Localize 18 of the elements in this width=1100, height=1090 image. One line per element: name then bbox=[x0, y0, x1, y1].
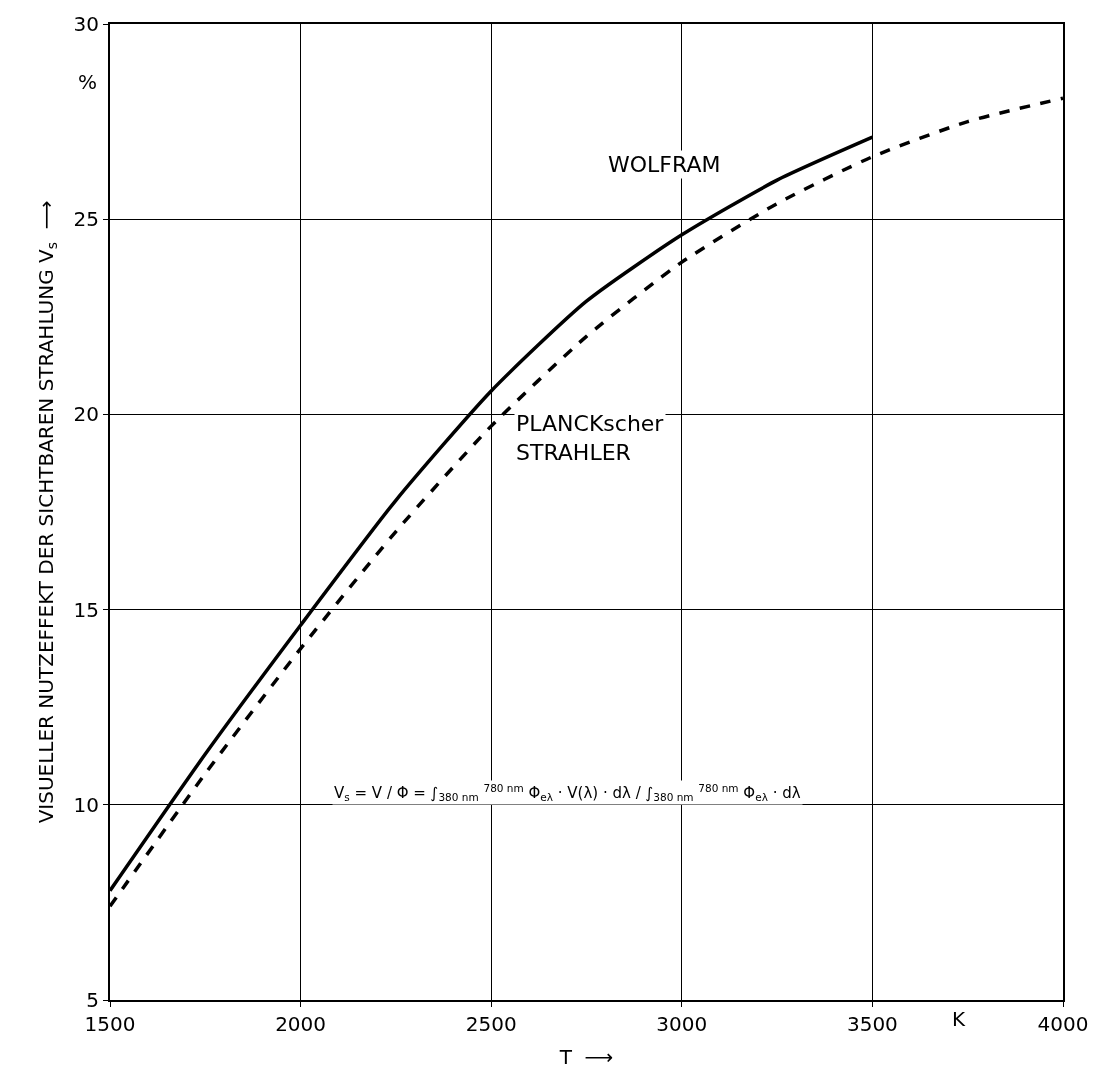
y-tick-label: 30 bbox=[73, 12, 99, 36]
x-tick-label: 3000 bbox=[656, 1012, 708, 1036]
y-tick-label: 5 bbox=[86, 988, 99, 1012]
x-tick-label: 4000 bbox=[1037, 1012, 1089, 1036]
text: K bbox=[952, 1007, 966, 1031]
y-tick-label: 15 bbox=[73, 597, 99, 622]
x-tick-label: 2000 bbox=[275, 1012, 327, 1036]
y-tick-label: 10 bbox=[73, 792, 99, 817]
x-axis-title: T ⟶ bbox=[558, 1045, 614, 1069]
y-tick-label: 20 bbox=[73, 402, 99, 427]
text: V$_{s}$ = V / Φ = ∫$_{380 nm}$ $^{780 nm}$ Φ$_{eλ}$ · V(λ) · dλ / ∫$_{380 nm}$ $^{780 nm}$ Φ$_{eλ}$ · dλ bbox=[334, 782, 801, 804]
x-tick-label: 2500 bbox=[465, 1012, 517, 1036]
series-label: WOLFRAM bbox=[608, 152, 721, 177]
x-tick-label: 3500 bbox=[846, 1012, 898, 1036]
x-tick-label: 1500 bbox=[84, 1012, 136, 1036]
series-label: PLANCKscher STRAHLER bbox=[516, 411, 665, 465]
text: % bbox=[78, 70, 98, 94]
y-tick-label: 25 bbox=[73, 207, 99, 232]
